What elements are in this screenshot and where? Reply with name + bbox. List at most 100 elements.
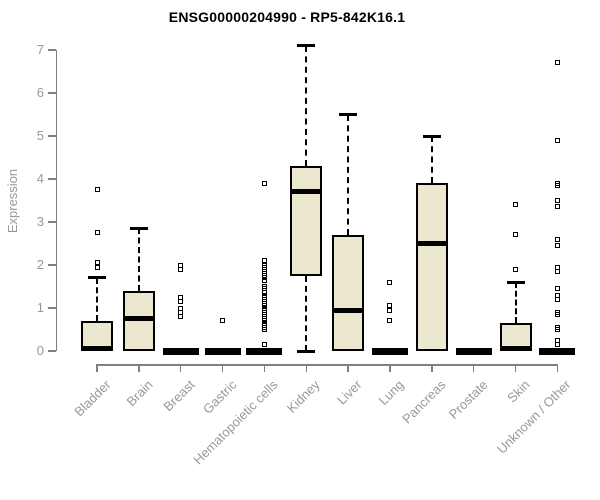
outlier-point-breast [178, 314, 184, 320]
y-tick-label: 6 [36, 85, 44, 100]
x-tick [431, 364, 433, 372]
y-tick-label: 3 [36, 214, 44, 229]
outlier-point-unknown-other [554, 243, 560, 249]
outlier-point-unknown-other [554, 268, 560, 274]
flat-box-lung [371, 347, 408, 355]
outlier-point-unknown-other [554, 286, 560, 292]
box-pancreas [415, 183, 448, 351]
outlier-point-unknown-other [554, 342, 560, 348]
outlier-point-skin [513, 232, 518, 238]
y-tick-label: 7 [36, 42, 44, 57]
outlier-point-unknown-other [554, 337, 560, 343]
x-tick [514, 364, 517, 372]
x-tick [96, 364, 98, 372]
outlier-point-lung [387, 318, 393, 324]
y-tick-label: 2 [36, 257, 44, 272]
outlier-point-breast [178, 262, 184, 268]
y-tick [48, 307, 56, 309]
outlier-point-gastric [220, 318, 226, 324]
outlier-point-lung [387, 307, 393, 313]
x-tick [556, 364, 559, 372]
whisker-cap-liver [339, 113, 358, 116]
outlier-point-unknown-other [554, 236, 560, 242]
y-tick-label: 0 [36, 343, 44, 358]
x-tick [263, 364, 266, 372]
outlier-point-unknown-other [554, 296, 560, 302]
outlier-point-bladder [94, 230, 100, 236]
whisker-line-kidney [305, 45, 308, 167]
whisker-line-pancreas [430, 136, 433, 184]
outlier-point-unknown-other [554, 324, 560, 330]
outlier-point-breast [178, 309, 184, 315]
x-tick [305, 364, 307, 372]
chart-title: ENSG00000204990 - RP5-842K16.1 [168, 9, 406, 25]
outlier-point-bladder [94, 264, 100, 270]
x-tick [179, 364, 182, 372]
y-tick [48, 264, 56, 266]
outlier-point-hematopoietic-cells [261, 290, 267, 296]
median-line-skin [499, 346, 532, 352]
outlier-point-unknown-other [554, 198, 560, 203]
outlier-point-unknown-other [554, 264, 560, 270]
outlier-point-hematopoietic-cells [261, 180, 267, 186]
box-liver [332, 234, 365, 351]
outlier-point-hematopoietic-cells [261, 284, 267, 289]
x-tick [221, 364, 224, 372]
y-tick-label: 5 [36, 128, 44, 143]
y-tick [48, 350, 56, 352]
median-line-kidney [290, 189, 323, 195]
x-tick [472, 364, 475, 372]
outlier-point-hematopoietic-cells [261, 258, 267, 264]
flat-box-breast [162, 347, 199, 355]
x-axis-line [97, 364, 558, 366]
outlier-point-breast [178, 266, 184, 272]
whisker-line-brain [137, 228, 140, 291]
y-tick [48, 221, 56, 223]
whisker-cap-pancreas [422, 134, 441, 138]
x-tick [138, 364, 140, 372]
y-tick [48, 178, 56, 180]
flat-box-hematopoietic-cells [246, 347, 283, 355]
median-line-liver [332, 307, 365, 313]
outlier-point-bladder [94, 187, 100, 193]
outlier-point-hematopoietic-cells [261, 262, 267, 268]
outlier-point-breast [178, 305, 184, 311]
outlier-point-bladder [94, 260, 100, 266]
outlier-point-skin [513, 202, 518, 208]
y-axis-line [55, 50, 57, 351]
whisker-cap-skin [506, 280, 525, 284]
box-kidney [290, 166, 323, 276]
y-tick-label: 1 [36, 300, 44, 315]
outlier-point-breast [178, 294, 184, 300]
outlier-point-skin [513, 266, 518, 272]
y-tick [48, 135, 56, 137]
whisker-line-bladder [96, 277, 98, 321]
x-tick [389, 364, 391, 372]
outlier-point-unknown-other [554, 137, 560, 143]
outlier-point-breast [178, 299, 184, 305]
outlier-point-lung [387, 303, 393, 309]
flat-box-unknown-other [539, 347, 576, 355]
whisker-line-liver [347, 114, 350, 235]
median-line-brain [122, 316, 155, 322]
whisker-cap-kidney [297, 44, 316, 48]
whisker-cap-brain [129, 226, 148, 230]
outlier-point-unknown-other [554, 180, 560, 186]
whisker-line-skin [514, 282, 517, 324]
outlier-point-lung [387, 279, 393, 285]
y-tick [48, 92, 56, 94]
outlier-point-unknown-other [554, 60, 560, 66]
outlier-point-unknown-other [554, 309, 560, 315]
flat-box-gastric [204, 347, 241, 355]
median-line-pancreas [415, 241, 448, 246]
whisker-line-kidney [305, 275, 308, 351]
y-tick-label: 4 [36, 171, 44, 186]
outlier-point-unknown-other [554, 292, 560, 298]
median-line-bladder [81, 346, 113, 352]
y-tick [48, 49, 56, 51]
outlier-point-unknown-other [554, 204, 560, 210]
x-tick [347, 364, 349, 372]
outlier-point-hematopoietic-cells [261, 342, 267, 348]
